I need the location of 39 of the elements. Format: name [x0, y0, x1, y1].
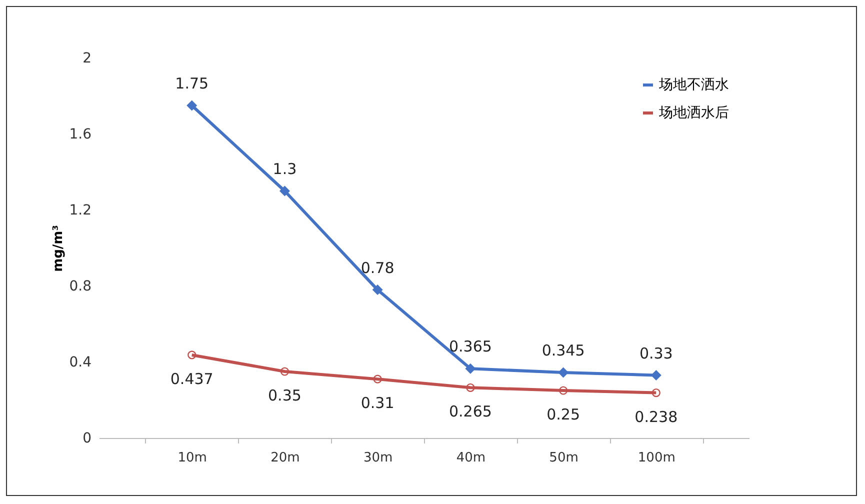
data-label: 0.33 — [639, 344, 673, 362]
y-tick-label: 1.6 — [69, 126, 92, 142]
point — [650, 370, 662, 381]
point — [279, 186, 290, 196]
point — [558, 367, 569, 378]
y-tick-label: 2 — [82, 50, 92, 66]
point — [466, 383, 475, 392]
legend-label: 场地不洒水 — [658, 77, 729, 93]
point — [372, 284, 383, 296]
y-tick-label: 0.4 — [69, 354, 92, 370]
data-label: 1.75 — [175, 74, 209, 92]
data-label: 0.345 — [542, 341, 585, 360]
legend-label: 场地洒水后 — [658, 105, 729, 121]
point — [652, 388, 660, 398]
x-tick-label: 20m — [270, 450, 300, 466]
point — [186, 100, 198, 111]
data-label: 0.265 — [448, 402, 492, 421]
data-label: 0.365 — [448, 338, 492, 356]
x-tick-label: 50m — [549, 450, 578, 466]
point — [280, 367, 290, 376]
x-tick-label: 10m — [178, 450, 207, 466]
x-tick-label: 100m — [638, 450, 676, 466]
data-label: 0.25 — [546, 406, 580, 424]
point — [465, 363, 476, 374]
data-label: 0.238 — [634, 408, 678, 426]
x-tick-label: 40m — [456, 450, 486, 466]
point — [188, 350, 196, 360]
point — [558, 386, 568, 395]
y-axis-title: mg/m³ — [51, 225, 66, 272]
point — [373, 374, 382, 384]
data-label: 0.78 — [360, 258, 394, 277]
data-label: 0.31 — [360, 394, 394, 412]
y-tick-label: 0 — [82, 430, 92, 446]
y-tick-label: 1.2 — [69, 202, 92, 218]
data-label: 1.3 — [272, 160, 297, 178]
data-label: 0.437 — [170, 370, 214, 388]
data-label: 0.35 — [268, 386, 302, 404]
y-tick-label: 0.8 — [69, 278, 92, 294]
x-tick-label: 30m — [363, 450, 393, 466]
